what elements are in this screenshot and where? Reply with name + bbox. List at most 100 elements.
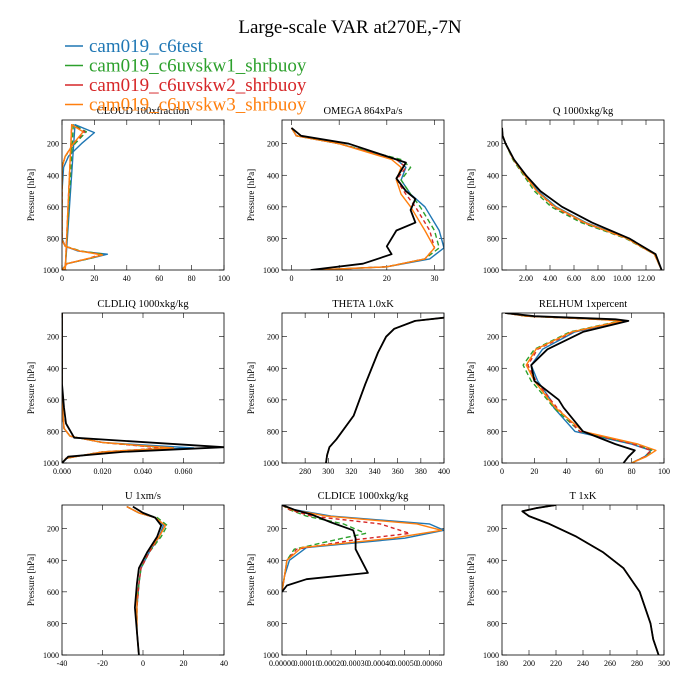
series-line (505, 313, 636, 463)
y-tick-label: 400 (47, 364, 59, 373)
series-group (505, 313, 657, 463)
x-tick-label: 0.00050 (392, 659, 418, 668)
x-tick-label: 4.00 (543, 274, 557, 283)
y-tick-label: 200 (267, 333, 279, 342)
y-tick-label: 600 (267, 203, 279, 212)
y-axis-label: Pressure [hPa] (26, 554, 36, 606)
x-tick-label: 280 (631, 659, 643, 668)
panel: CLDLIQ 1000xkg/kg Pressure [hPa] 200 400 600… (26, 299, 225, 476)
y-tick-label: 1000 (483, 459, 499, 468)
y-tick-label: 600 (487, 396, 499, 405)
series-line (132, 505, 163, 655)
x-tick-label: 0.020 (94, 467, 112, 476)
x-tick-label: 100 (218, 274, 230, 283)
series-line (126, 505, 165, 655)
y-tick-label: 200 (487, 525, 499, 534)
series-line (62, 123, 105, 270)
series-line (62, 123, 104, 270)
x-tick-label: 360 (392, 467, 404, 476)
x-tick-label: 80 (188, 274, 196, 283)
x-tick-label: 0 (290, 274, 294, 283)
x-tick-label: 40 (123, 274, 131, 283)
series-line (502, 127, 663, 270)
y-tick-label: 800 (487, 619, 499, 628)
y-tick-label: 800 (47, 619, 59, 628)
panel: THETA 1.0xK Pressure [hPa] 200 400 600 800 100… (246, 299, 450, 476)
panel-title: T 1xK (570, 491, 597, 502)
y-tick-label: 400 (267, 171, 279, 180)
y-axis-label: Pressure [hPa] (246, 362, 256, 414)
series-line (502, 127, 663, 270)
x-tick-label: 0.00040 (367, 659, 393, 668)
y-tick-label: 200 (267, 140, 279, 149)
y-tick-label: 400 (487, 364, 499, 373)
y-axis-label: Pressure [hPa] (26, 362, 36, 414)
plot-frame (281, 312, 445, 464)
series-line (521, 505, 660, 655)
y-tick-label: 1000 (43, 266, 59, 275)
series-line (505, 313, 654, 463)
x-tick-label: 0.00030 (343, 659, 369, 668)
y-tick-label: 200 (267, 525, 279, 534)
y-tick-label: 200 (47, 140, 59, 149)
panel-title: RELHUM 1xpercent (539, 299, 627, 310)
legend-label: cam019_c6uvskw1_shrbuoy (89, 56, 307, 77)
y-tick-label: 600 (47, 203, 59, 212)
x-tick-label: 0.060 (175, 467, 193, 476)
y-tick-label: 1000 (483, 651, 499, 660)
x-tick-label: 40 (220, 659, 228, 668)
series-line (502, 127, 663, 270)
series-line (126, 505, 169, 655)
y-axis-label: Pressure [hPa] (466, 169, 476, 221)
y-tick-label: 400 (267, 364, 279, 373)
y-tick-label: 800 (267, 234, 279, 243)
x-tick-label: 300 (322, 467, 334, 476)
y-axis-label: Pressure [hPa] (466, 554, 476, 606)
y-axis-label: Pressure [hPa] (26, 169, 36, 221)
series-line (505, 313, 652, 463)
x-tick-label: 0.00060 (416, 659, 442, 668)
series-line (502, 127, 663, 270)
legend-label: cam019_c6uvskw3_shrbuoy (89, 95, 307, 116)
y-tick-label: 1000 (263, 459, 279, 468)
x-tick-label: 0.00010 (294, 659, 320, 668)
y-tick-label: 1000 (263, 651, 279, 660)
x-tick-label: -20 (97, 659, 108, 668)
series-group (521, 505, 660, 655)
y-tick-label: 400 (47, 556, 59, 565)
series-line (62, 313, 224, 463)
x-tick-label: 12.00 (637, 274, 655, 283)
legend-label: cam019_c6test (89, 36, 204, 57)
y-tick-label: 200 (487, 140, 499, 149)
y-axis-label: Pressure [hPa] (246, 169, 256, 221)
x-tick-label: 280 (299, 467, 311, 476)
series-group (62, 313, 224, 463)
x-tick-label: 80 (628, 467, 636, 476)
x-tick-label: 0 (141, 659, 145, 668)
series-line (505, 313, 652, 463)
x-tick-label: 0.00020 (318, 659, 344, 668)
y-tick-label: 200 (47, 525, 59, 534)
x-tick-label: 60 (595, 467, 603, 476)
plot-frame (281, 504, 445, 656)
panel-title: Q 1000xkg/kg (553, 106, 614, 117)
y-tick-label: 400 (47, 171, 59, 180)
x-tick-label: 30 (430, 274, 438, 283)
panel-title: CLOUD 100xfraction (97, 106, 190, 117)
series-group (282, 505, 444, 593)
x-tick-label: 60 (155, 274, 163, 283)
x-tick-label: 320 (345, 467, 357, 476)
series-group (62, 123, 109, 270)
series-line (290, 127, 436, 270)
x-tick-label: 8.00 (591, 274, 605, 283)
y-axis-label: Pressure [hPa] (466, 362, 476, 414)
y-tick-label: 1000 (483, 266, 499, 275)
plot-frame (61, 504, 225, 656)
panel: CLDICE 1000xkg/kg Pressure [hPa] 200 400 600… (246, 491, 445, 668)
series-line (290, 127, 417, 270)
series-line (502, 127, 663, 270)
legend-label: cam019_c6uvskw2_shrbuoy (89, 75, 307, 96)
